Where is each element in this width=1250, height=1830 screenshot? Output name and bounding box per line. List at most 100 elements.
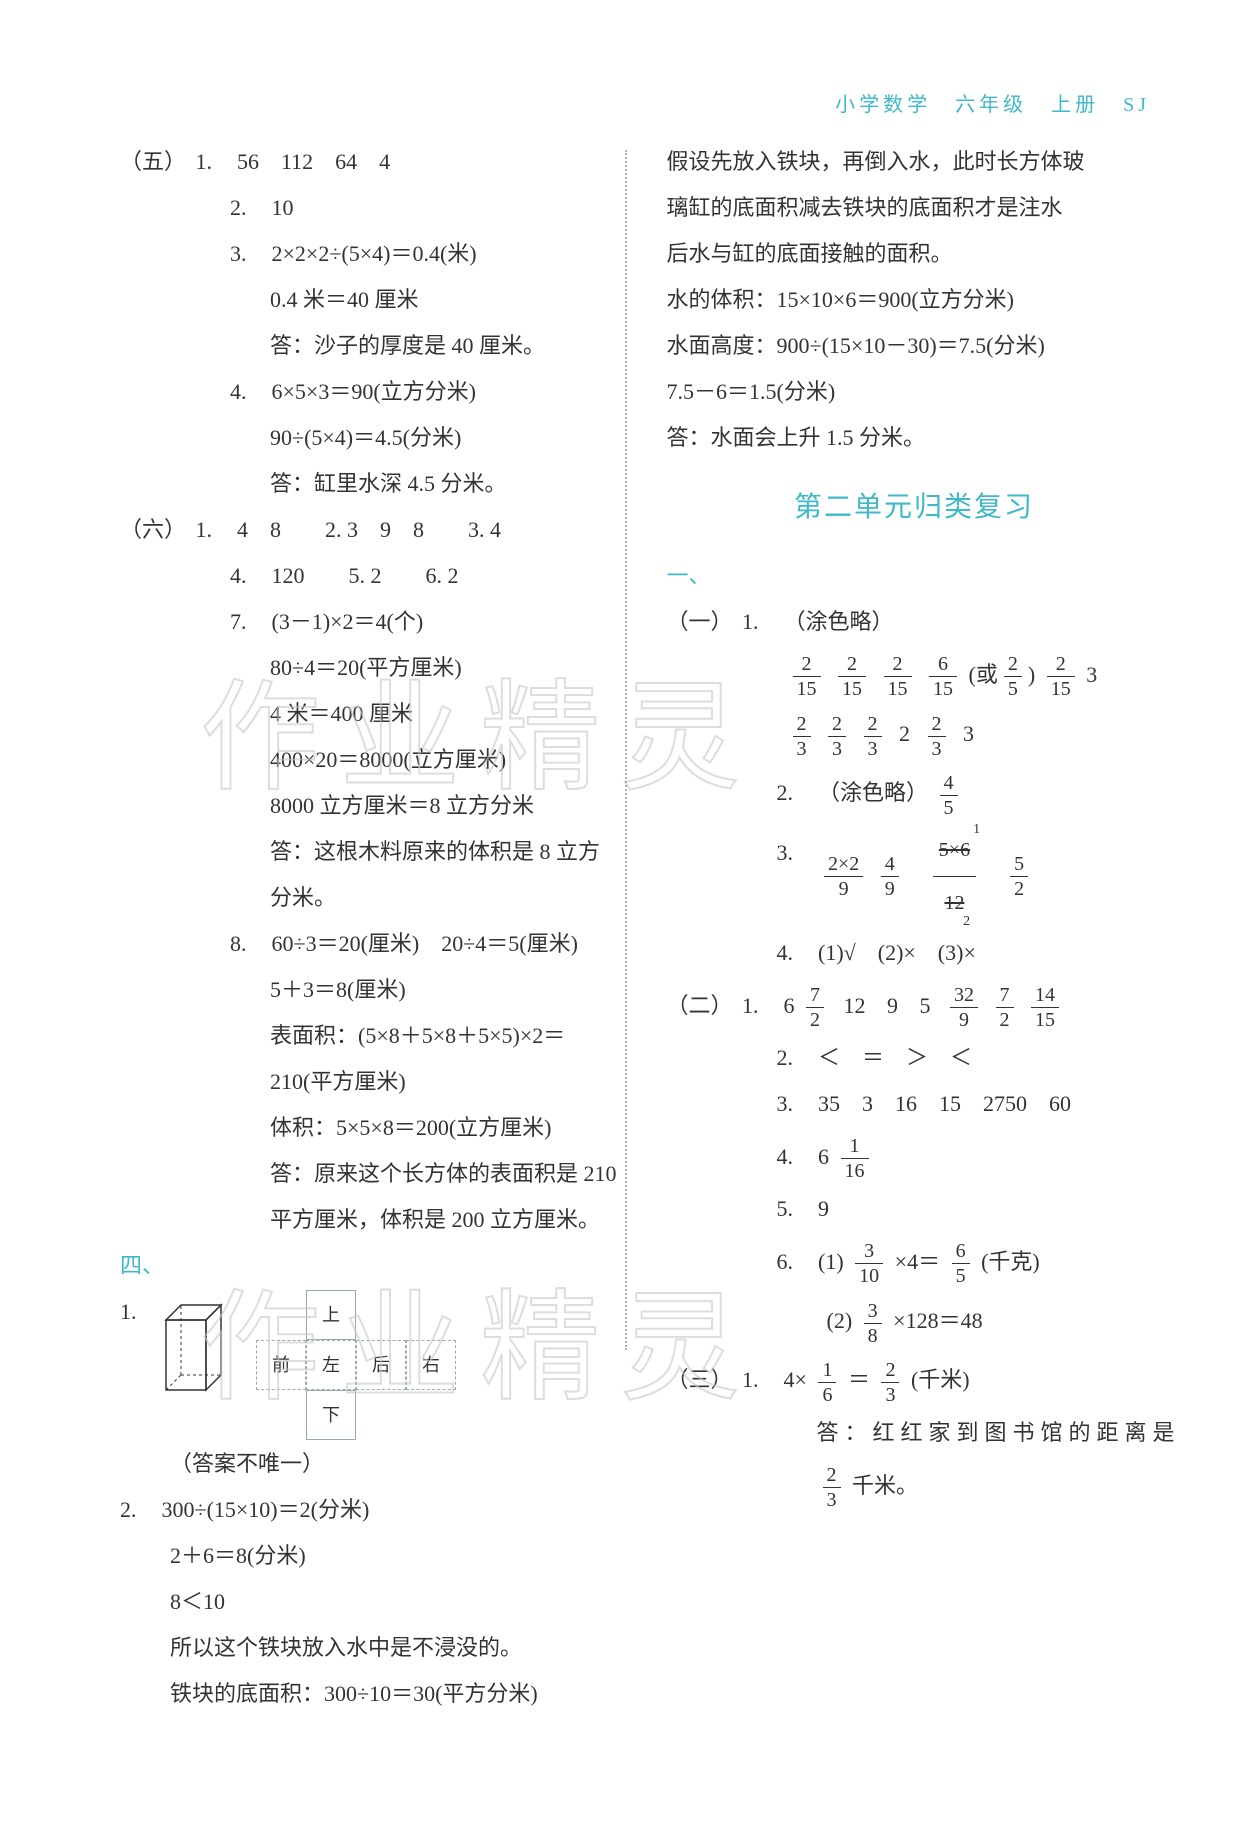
part-label: (2) bbox=[827, 1308, 853, 1333]
item-line: 答：这根木料原来的体积是 8 立方 bbox=[120, 830, 617, 874]
item-number: 8. bbox=[230, 922, 266, 966]
section-4-label: 四、 bbox=[120, 1244, 617, 1288]
net-top: 上 bbox=[306, 1290, 356, 1340]
frac-row-2: 23 23 23 2 23 3 bbox=[667, 705, 1162, 762]
group-label: （三） bbox=[667, 1351, 737, 1408]
item-row: 3. 35 3 16 15 2750 60 bbox=[667, 1082, 1162, 1126]
item-row: 3. 2×2×2÷(5×4)＝0.4(米) bbox=[120, 232, 617, 276]
net-bottom: 下 bbox=[306, 1390, 356, 1440]
item-line: 分米。 bbox=[120, 876, 617, 920]
item-line: 5＋3＝8(厘米) bbox=[120, 968, 617, 1012]
fraction: 23 bbox=[881, 1358, 899, 1407]
intro-line: 水面高度：900÷(15×10－30)＝7.5(分米) bbox=[667, 324, 1162, 368]
int-value: 3 bbox=[1086, 662, 1097, 687]
item-line: 答：沙子的厚度是 40 厘米。 bbox=[120, 324, 617, 368]
group-label: （一） bbox=[667, 600, 737, 644]
fraction: 2×29 bbox=[824, 852, 863, 901]
item-text: 300÷(15×10)＝2(分米) bbox=[162, 1497, 370, 1522]
column-divider bbox=[625, 150, 627, 1350]
or-label: 或 bbox=[976, 662, 998, 687]
item-text: ＜ ＝ ＞ ＜ bbox=[818, 1045, 972, 1070]
page-header: 小学数学 六年级 上册 SJ bbox=[835, 88, 1150, 117]
item-subline: (2) 38 ×128＝48 bbox=[667, 1292, 1162, 1349]
item-text: 6×5×3＝90(立方分米) bbox=[272, 379, 476, 404]
group-label: （六） bbox=[120, 508, 190, 552]
cuboid-diagram bbox=[156, 1290, 236, 1415]
answer-line-2: 23 千米。 bbox=[667, 1457, 1162, 1514]
int-value: 5 bbox=[920, 993, 931, 1018]
fraction: 1415 bbox=[1031, 983, 1059, 1032]
page-root: 小学数学 六年级 上册 SJ 作业精灵 作业精灵 （五） 1. 56 112 6… bbox=[0, 0, 1250, 1758]
intro-line: 后水与缸的底面接触的面积。 bbox=[667, 232, 1162, 276]
fraction: 215 bbox=[884, 652, 912, 701]
int-value: 2 bbox=[899, 721, 910, 746]
content-columns: （五） 1. 56 112 64 4 2. 10 3. 2×2×2÷(5×4)＝… bbox=[120, 140, 1150, 1718]
fraction: 38 bbox=[864, 1299, 882, 1348]
item-number: 4. bbox=[230, 554, 266, 598]
intro-line: 答：水面会上升 1.5 分米。 bbox=[667, 416, 1162, 460]
item-row: 6. (1) 310 ×4＝ 65 (千克) bbox=[667, 1233, 1162, 1290]
fraction: 72 bbox=[806, 983, 824, 1032]
fraction: 615 bbox=[929, 652, 957, 701]
item-text: 35 3 16 15 2750 60 bbox=[818, 1091, 1071, 1116]
fraction: 23 bbox=[823, 1463, 841, 1512]
item-row: 2. ＜ ＝ ＞ ＜ bbox=[667, 1036, 1162, 1080]
int-value: 6 bbox=[784, 993, 795, 1018]
item-line: 8＜10 bbox=[120, 1580, 617, 1624]
item-line: 答：缸里水深 4.5 分米。 bbox=[120, 462, 617, 506]
item-number: 4. bbox=[777, 931, 813, 975]
fraction: 65 bbox=[952, 1239, 970, 1288]
fraction: 72 bbox=[996, 983, 1014, 1032]
mid-text: ＝ bbox=[848, 1367, 870, 1392]
item-text: (3－1)×2＝4(个) bbox=[272, 609, 424, 634]
fraction: 23 bbox=[928, 712, 946, 761]
net-front: 前 bbox=[256, 1340, 306, 1390]
intro-line: 假设先放入铁块，再倒入水，此时长方体玻 bbox=[667, 140, 1162, 184]
group-5-row: （五） 1. 56 112 64 4 bbox=[120, 140, 617, 184]
fraction: 116 bbox=[841, 1134, 869, 1183]
item-line: 4 米＝400 厘米 bbox=[120, 692, 617, 736]
fraction: 25 bbox=[1004, 652, 1022, 701]
section-1-label: 一、 bbox=[667, 554, 1162, 598]
intro-line: 璃缸的底面积减去铁块的底面积才是注水 bbox=[667, 186, 1162, 230]
pre-text: 4× bbox=[784, 1367, 807, 1392]
item-line: 0.4 米＝40 厘米 bbox=[120, 278, 617, 322]
intro-line: 水的体积：15×10×6＝900(立方分米) bbox=[667, 278, 1162, 322]
frac-row-1: 215 215 215 615 (或25) 215 3 bbox=[667, 646, 1162, 703]
item-number: 1. bbox=[742, 977, 778, 1034]
group-san-row: （三） 1. 4× 16 ＝ 23 (千米) bbox=[667, 1351, 1162, 1408]
left-column: （五） 1. 56 112 64 4 2. 10 3. 2×2×2÷(5×4)＝… bbox=[120, 140, 627, 1718]
item-line: 所以这个铁块放入水中是不浸没的。 bbox=[120, 1626, 617, 1670]
item-number: 2. bbox=[120, 1488, 156, 1532]
item-row: 5. 9 bbox=[667, 1187, 1162, 1231]
item-row: 8. 60÷3＝20(厘米) 20÷4＝5(厘米) bbox=[120, 922, 617, 966]
item-number: 4. bbox=[777, 1128, 813, 1185]
intro-line: 7.5－6＝1.5(分米) bbox=[667, 370, 1162, 414]
net-diagram: 上 前 左 后 右 下 bbox=[256, 1290, 456, 1440]
group-er-row: （二） 1. 6 72 12 9 5 329 72 1415 bbox=[667, 977, 1162, 1034]
item-line: 90÷(5×4)＝4.5(分米) bbox=[120, 416, 617, 460]
fraction: 310 bbox=[855, 1239, 883, 1288]
fraction: 215 bbox=[838, 652, 866, 701]
fraction: 23 bbox=[864, 712, 882, 761]
item-number: 6. bbox=[777, 1233, 813, 1290]
int-value: 3 bbox=[963, 721, 974, 746]
item-number: 3. bbox=[230, 232, 266, 276]
item-row: 4. 6 116 bbox=[667, 1128, 1162, 1185]
item-number: 2. bbox=[230, 186, 266, 230]
tail-text: ×128＝48 bbox=[893, 1308, 982, 1333]
fraction: 45 bbox=[940, 771, 958, 820]
item-text: 9 bbox=[818, 1196, 829, 1221]
mid-text: ×4＝ bbox=[895, 1249, 940, 1274]
item-line: 表面积：(5×8＋5×8＋5×5)×2＝ bbox=[120, 1014, 617, 1058]
item-number: 5. bbox=[777, 1187, 813, 1231]
int-value: 12 bbox=[844, 993, 866, 1018]
answer-line: 答：红红家到图书馆的距离是 bbox=[667, 1411, 1162, 1455]
fraction: 215 bbox=[793, 652, 821, 701]
net-left: 左 bbox=[306, 1340, 356, 1390]
fraction: 16 bbox=[818, 1358, 836, 1407]
group-yi-row: （一） 1. （涂色略） bbox=[667, 600, 1162, 644]
item-text: 4 8 2. 3 9 8 3. 4 bbox=[237, 517, 501, 542]
net-back: 后 bbox=[356, 1340, 406, 1390]
item-row: 3. 2×29 49 1 5×6 12 2 52 bbox=[667, 824, 1162, 929]
